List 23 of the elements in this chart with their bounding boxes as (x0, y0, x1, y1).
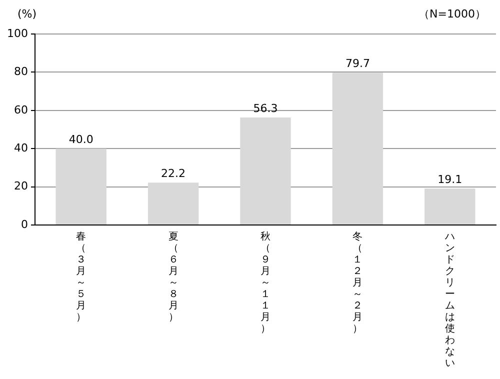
x-tick-label: 夏（６月～８月） (168, 231, 178, 323)
y-tick-label: 60 (14, 103, 28, 116)
y-tick-label: 80 (14, 65, 28, 78)
y-axis-title: (%) (17, 7, 37, 20)
data-label: 22.2 (161, 166, 186, 180)
bar (56, 148, 106, 224)
y-tick-label: 20 (14, 180, 28, 193)
y-tick-label: 100 (6, 26, 28, 40)
text: （N=1000） (418, 7, 486, 20)
data-label: 79.7 (345, 57, 370, 70)
x-tick-label: 春（３月～５月） (76, 231, 86, 323)
data-label: 56.3 (253, 102, 278, 115)
category-label: 秋（９月～１１月） (260, 231, 270, 334)
data-label: 19.1 (438, 172, 462, 186)
data-label: 40.0 (68, 132, 94, 146)
bar (240, 117, 291, 224)
bar (148, 182, 199, 224)
category-label: ハンドクリームは使わない (444, 231, 455, 369)
y-tick-label: 40 (14, 141, 28, 154)
bar (424, 188, 476, 224)
y-tick-label: 0 (20, 218, 28, 231)
category-label: 冬（１２月～２月） (352, 231, 363, 334)
bar (332, 72, 384, 224)
